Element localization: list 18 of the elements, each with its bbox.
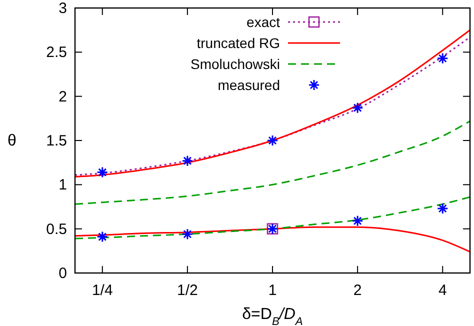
- y-tick-label: 0.5: [46, 220, 67, 238]
- x-axis-title: δ=D$_{B}$/D$_{A}$: [242, 306, 303, 326]
- legend-label: measured: [218, 77, 280, 93]
- legend-label: exact: [246, 14, 280, 30]
- y-tick-label: 0: [58, 265, 67, 282]
- x-tick-label: 1/4: [92, 282, 113, 299]
- y-tick-label: 1: [58, 176, 67, 194]
- x-tick-label: 1/2: [177, 282, 198, 299]
- legend-label: Smoluchowski: [190, 56, 280, 72]
- x-tick-label: 2: [353, 282, 362, 299]
- x-tick-label: 1: [268, 282, 277, 299]
- legend-label: truncated RG: [196, 35, 280, 51]
- y-tick-label: 2: [58, 88, 67, 106]
- x-tick-label: 4: [438, 282, 447, 299]
- y-tick-label: 2.5: [46, 44, 67, 62]
- y-axis-title: θ: [8, 132, 17, 150]
- y-tick-label: 1.5: [46, 132, 67, 150]
- y-tick-label: 3: [58, 0, 67, 17]
